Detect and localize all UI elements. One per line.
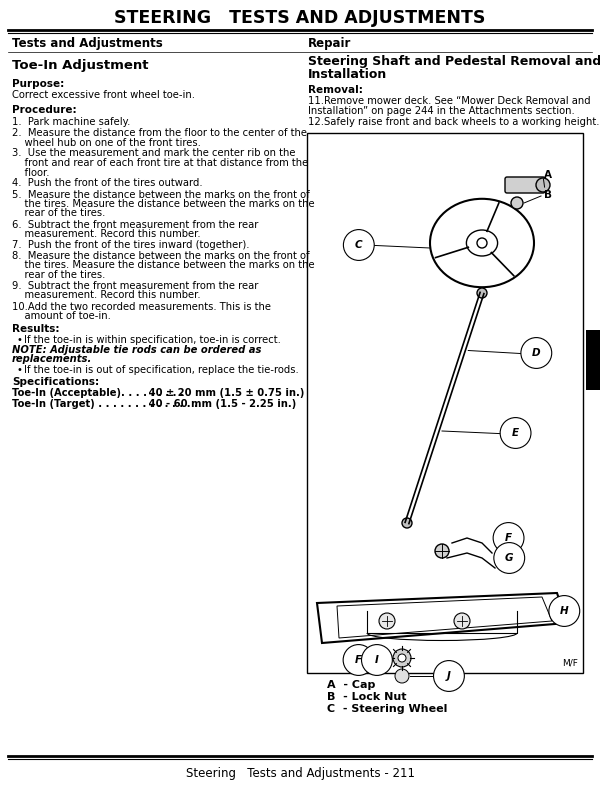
Text: wheel hub on one of the front tires.: wheel hub on one of the front tires. (12, 137, 201, 147)
Text: 8.  Measure the distance between the marks on the front of: 8. Measure the distance between the mark… (12, 251, 310, 261)
Text: Repair: Repair (308, 37, 352, 51)
Text: Tests and Adjustments: Tests and Adjustments (12, 37, 163, 51)
Text: B: B (544, 190, 552, 200)
Text: 1.  Park machine safely.: 1. Park machine safely. (12, 117, 130, 127)
Text: Toe-In (Target) . . . . . . . . . . . . . .: Toe-In (Target) . . . . . . . . . . . . … (12, 399, 198, 409)
Text: Installation” on page 244 in the Attachments section.: Installation” on page 244 in the Attachm… (308, 106, 575, 116)
Text: NOTE: Adjustable tie rods can be ordered as: NOTE: Adjustable tie rods can be ordered… (12, 345, 262, 355)
Text: Steering Shaft and Pedestal Removal and: Steering Shaft and Pedestal Removal and (308, 56, 600, 68)
Text: A: A (544, 170, 552, 180)
Circle shape (362, 653, 372, 663)
Text: •: • (16, 365, 22, 375)
Text: F: F (355, 655, 362, 665)
Text: H: H (560, 606, 569, 616)
Text: 6.  Subtract the front measurement from the rear: 6. Subtract the front measurement from t… (12, 220, 259, 229)
Circle shape (379, 613, 395, 629)
Text: floor.: floor. (12, 167, 49, 178)
Text: If the toe-in is out of specification, replace the tie-rods.: If the toe-in is out of specification, r… (24, 365, 299, 375)
Text: 40 - 60 mm (1.5 - 2.25 in.): 40 - 60 mm (1.5 - 2.25 in.) (145, 399, 296, 409)
Text: Installation: Installation (308, 67, 387, 81)
Text: 9.  Subtract the front measurement from the rear: 9. Subtract the front measurement from t… (12, 281, 259, 291)
Circle shape (402, 518, 412, 528)
Text: 40 ± 20 mm (1.5 ± 0.75 in.): 40 ± 20 mm (1.5 ± 0.75 in.) (145, 388, 304, 398)
Text: Removal:: Removal: (308, 85, 363, 95)
Text: Steering   Tests and Adjustments - 211: Steering Tests and Adjustments - 211 (185, 767, 415, 780)
Text: 3.  Use the measurement and mark the center rib on the: 3. Use the measurement and mark the cent… (12, 148, 296, 159)
Text: F: F (505, 533, 512, 543)
Circle shape (454, 613, 470, 629)
Text: rear of the tires.: rear of the tires. (12, 209, 106, 219)
Text: front and rear of each front tire at that distance from the: front and rear of each front tire at tha… (12, 158, 308, 168)
Text: the tires. Measure the distance between the marks on the: the tires. Measure the distance between … (12, 199, 314, 209)
Circle shape (536, 178, 550, 192)
Text: Toe-In (Acceptable). . . . . . . . .: Toe-In (Acceptable). . . . . . . . . (12, 388, 187, 398)
Circle shape (398, 654, 406, 662)
Text: the tires. Measure the distance between the marks on the: the tires. Measure the distance between … (12, 260, 314, 270)
Text: STEERING   TESTS AND ADJUSTMENTS: STEERING TESTS AND ADJUSTMENTS (115, 9, 485, 27)
Text: Specifications:: Specifications: (12, 377, 99, 387)
Bar (307, 133, 583, 673)
Text: Toe-In Adjustment: Toe-In Adjustment (12, 59, 149, 72)
Text: I: I (375, 655, 379, 665)
Text: 12.Safely raise front and back wheels to a working height.: 12.Safely raise front and back wheels to… (308, 117, 599, 127)
Text: If the toe-in is within specification, toe-in is correct.: If the toe-in is within specification, t… (24, 335, 281, 345)
Text: 4.  Push the front of the tires outward.: 4. Push the front of the tires outward. (12, 178, 203, 189)
Text: •: • (16, 335, 22, 345)
Text: C: C (355, 240, 362, 250)
Circle shape (477, 288, 487, 298)
Text: replacements.: replacements. (12, 354, 92, 364)
Text: C  - Steering Wheel: C - Steering Wheel (327, 704, 448, 714)
FancyBboxPatch shape (505, 177, 545, 193)
Text: Purpose:: Purpose: (12, 79, 64, 89)
Text: Procedure:: Procedure: (12, 105, 77, 115)
Text: 2.  Measure the distance from the floor to the center of the: 2. Measure the distance from the floor t… (12, 128, 307, 138)
Text: J: J (447, 671, 451, 681)
Text: measurement. Record this number.: measurement. Record this number. (12, 290, 200, 301)
Text: 10.Add the two recorded measurements. This is the: 10.Add the two recorded measurements. Th… (12, 301, 271, 312)
Text: B  - Lock Nut: B - Lock Nut (327, 692, 407, 702)
Text: measurement. Record this number.: measurement. Record this number. (12, 229, 200, 239)
Text: M/F: M/F (562, 659, 578, 668)
Circle shape (393, 649, 411, 667)
Text: rear of the tires.: rear of the tires. (12, 270, 106, 280)
Text: A  - Cap: A - Cap (327, 680, 376, 690)
Bar (586, 330, 600, 390)
Circle shape (395, 669, 409, 683)
Text: amount of toe-in.: amount of toe-in. (12, 311, 111, 321)
Circle shape (511, 197, 523, 209)
Circle shape (435, 544, 449, 558)
Circle shape (477, 238, 487, 248)
Text: 7.  Push the front of the tires inward (together).: 7. Push the front of the tires inward (t… (12, 240, 250, 250)
Text: Results:: Results: (12, 324, 59, 334)
Text: E: E (512, 428, 519, 438)
Text: D: D (532, 348, 541, 358)
Text: 5.  Measure the distance between the marks on the front of: 5. Measure the distance between the mark… (12, 190, 310, 200)
Text: 11.Remove mower deck. See “Mower Deck Removal and: 11.Remove mower deck. See “Mower Deck Re… (308, 96, 590, 106)
Text: G: G (505, 553, 514, 563)
Text: Correct excessive front wheel toe-in.: Correct excessive front wheel toe-in. (12, 90, 195, 100)
